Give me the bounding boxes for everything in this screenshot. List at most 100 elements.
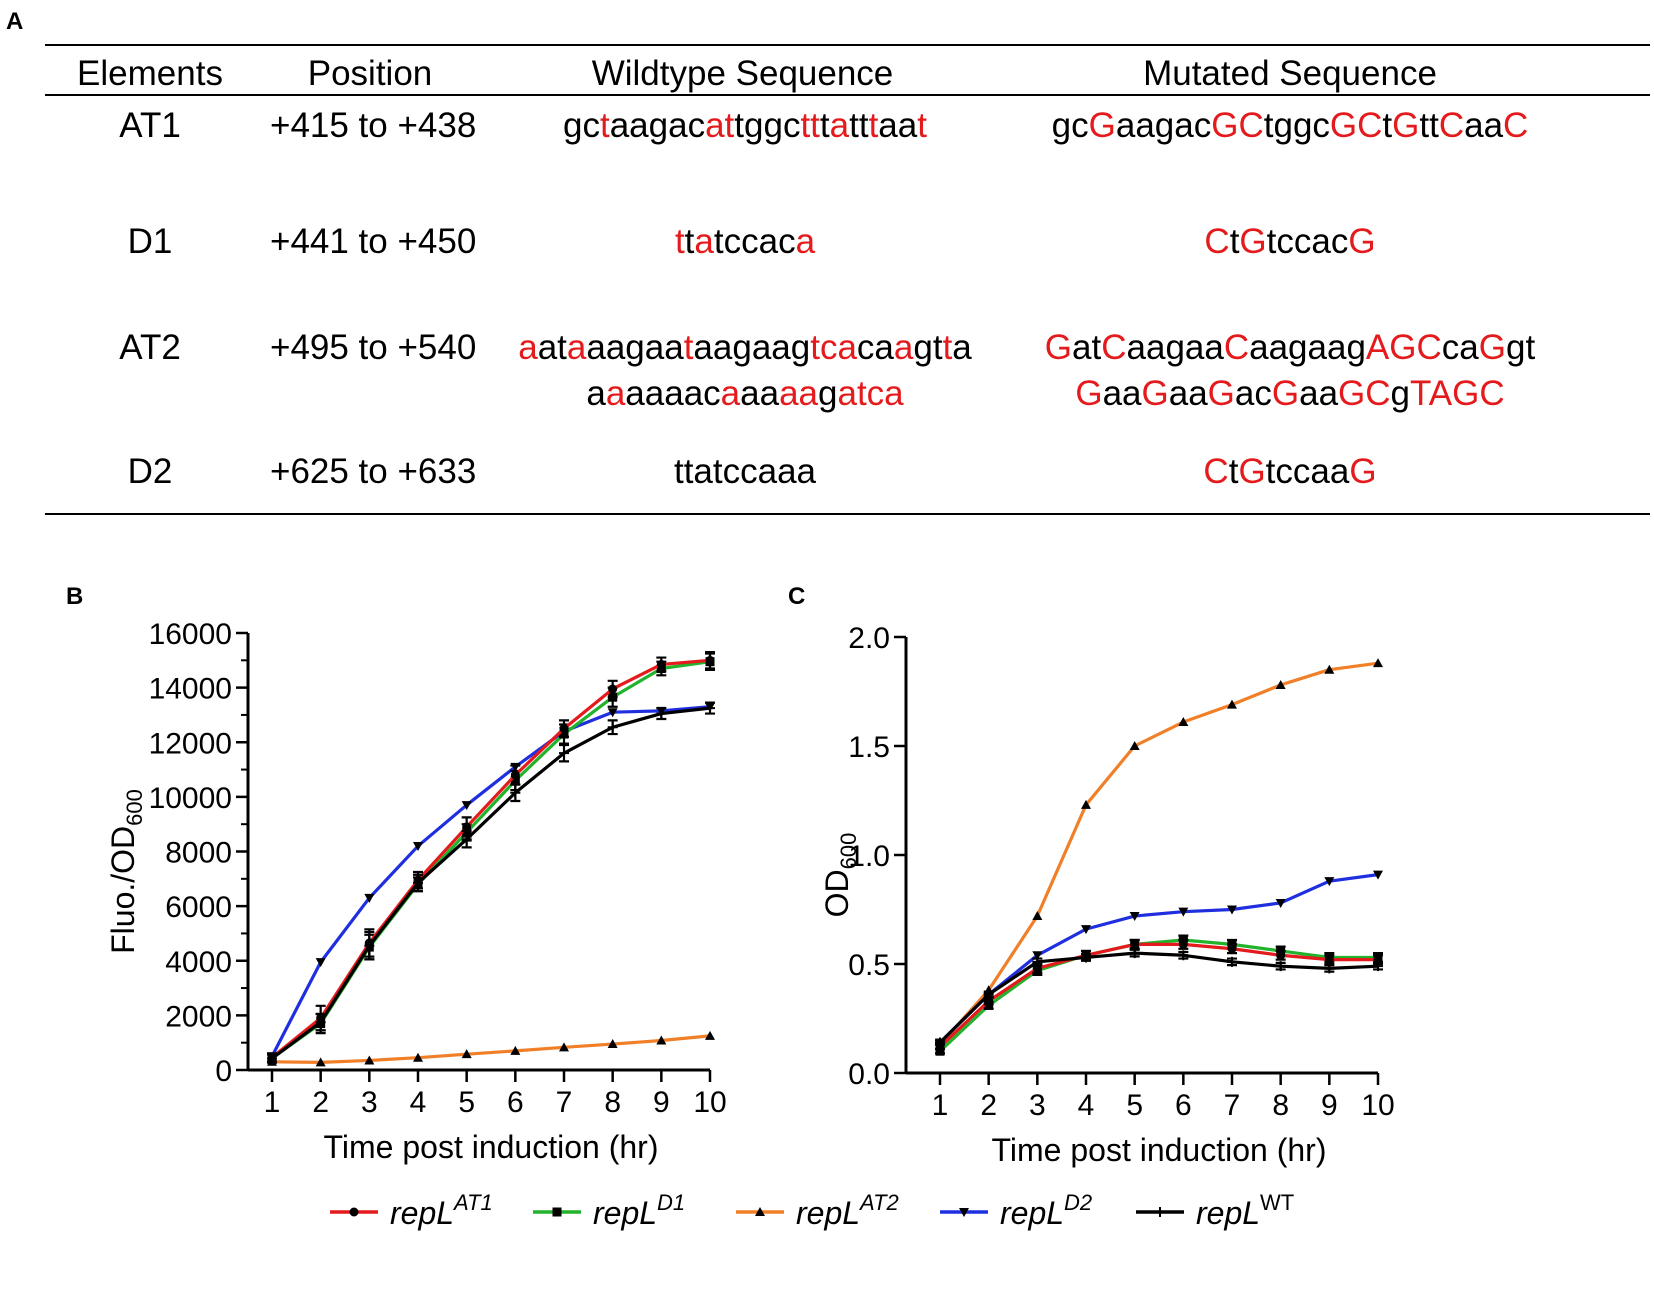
mutated-base: G: [1207, 374, 1235, 413]
legend-label-sup: AT1: [452, 1190, 493, 1215]
mutated-base: t: [917, 106, 927, 145]
panel-b-y-label-sub: 600: [122, 789, 147, 826]
panel-b-ytick-label: 0: [215, 1055, 232, 1088]
legend-label-base: repL: [1196, 1195, 1260, 1231]
base: tt: [849, 106, 869, 145]
mutated-base: G: [1349, 452, 1377, 491]
panel-c-line-wt: [938, 951, 1379, 1044]
panel-c-xtick-label: 6: [1175, 1089, 1192, 1122]
panel-b-xtick-label: 10: [693, 1086, 726, 1119]
panel-b-point-d2: [364, 893, 375, 903]
panel-b-point-wt: [461, 834, 472, 845]
base: t: [684, 222, 695, 261]
legend-label-sup: AT2: [858, 1190, 899, 1215]
panel-c-xtick-label: 3: [1029, 1089, 1046, 1122]
base: tt: [1419, 106, 1439, 145]
base: g: [1390, 374, 1411, 413]
panel-c-ytick-label: 1.5: [848, 731, 890, 764]
panel-c-series-d2: [935, 870, 1383, 1048]
mutated-base: a: [566, 328, 587, 367]
panel-b-ytick-label: 12000: [149, 727, 232, 760]
wildtype-seq-d1-line-1: ttatccaca: [500, 222, 990, 262]
base: aagaag: [693, 328, 811, 367]
mutated-base: atca: [837, 374, 904, 413]
legend: repLAT1 repLD1 repLAT2 repLD2 repLWT: [330, 1190, 1294, 1231]
panel-c-ytick-label: 2.0: [848, 622, 890, 655]
panel-c-point-wt: [983, 989, 994, 1000]
panel-c-point-d2: [1178, 907, 1189, 917]
base: tggc: [734, 106, 801, 145]
panel-b-point-wt: [364, 940, 375, 951]
legend-label-at2: repLAT2: [796, 1190, 899, 1231]
panel-c-chart: 0.0 0.5 1.0 1.5 2.0 1 2 3 4 5 6 7 8 9 10 Time post indu…: [819, 622, 1395, 1168]
base: at: [1072, 328, 1102, 367]
panel-c-xtick-label: 7: [1224, 1089, 1241, 1122]
panel-c-point-at2: [1373, 658, 1383, 668]
header-wildtype: Wildtype Sequence: [591, 54, 894, 93]
mutated-base: G: [1088, 106, 1116, 145]
mutated-base: G: [1141, 374, 1169, 413]
base: a: [952, 328, 972, 367]
panel-b-point-at1: [559, 724, 569, 734]
panel-b-point-wt: [510, 787, 521, 798]
panel-b-point-at1: [510, 770, 520, 780]
mutated-seq-d1-line-1: CtGtccacG: [1020, 222, 1560, 262]
panel-b-point-at2: [656, 1035, 667, 1045]
panel-b-x-label: Time post induction (hr): [324, 1129, 659, 1165]
panel-c-point-at1: [1276, 950, 1286, 960]
mutated-seq-d2-line-1: CtGtccaaG: [1020, 452, 1560, 492]
panel-c-point-at2: [1081, 799, 1091, 809]
panel-b-ytick-label: 14000: [149, 673, 232, 706]
panel-b-point-wt: [559, 748, 569, 759]
mutated-base: C: [1503, 106, 1529, 145]
panel-c-y-label: OD600: [819, 833, 861, 918]
legend-item-at1: repLAT1: [330, 1190, 493, 1231]
mutated-base: a: [829, 106, 850, 145]
mutated-base: G: [1075, 374, 1103, 413]
panel-c-ytick-label: 1.0: [848, 840, 890, 873]
mutated-base: G: [1392, 106, 1420, 145]
table-header-rule: [45, 94, 1650, 96]
legend-label-at1: repLAT1: [390, 1190, 493, 1231]
panel-c-point-d2: [1081, 925, 1091, 935]
mutated-seq-at1-line-1: gcGaagacGCtggcGCtGttCaaC: [1020, 106, 1560, 146]
panel-b-point-at2: [607, 1039, 618, 1049]
mutated-base: AGC: [1365, 328, 1442, 367]
panel-b-point-wt: [656, 708, 667, 719]
panel-c-ytick-label: 0.0: [848, 1058, 890, 1091]
base: aa: [878, 106, 918, 145]
panel-c-point-d2: [1373, 870, 1383, 880]
base: gt: [1505, 328, 1536, 367]
mutated-base: G: [1478, 328, 1506, 367]
base: aa: [1299, 374, 1339, 413]
panel-b-y-label-main: Fluo./OD: [105, 826, 141, 954]
mutated-base: t: [942, 328, 953, 367]
panel-c-point-d2: [1032, 951, 1043, 961]
panel-b-xtick-label: 6: [507, 1086, 524, 1119]
legend-marker-at1: [349, 1207, 359, 1217]
panel-b-xtick-label: 2: [312, 1086, 329, 1119]
panel-b-line-d2: [270, 705, 711, 1058]
base: at: [537, 328, 567, 367]
row-position-d1: +441 to +450: [270, 222, 477, 261]
panel-c-point-at2: [1129, 741, 1140, 750]
mutated-base: a: [518, 328, 538, 367]
base: ac: [1234, 374, 1272, 413]
base: ca: [1441, 328, 1479, 367]
panel-c-ytick-label: 0.5: [848, 949, 890, 982]
panel-b-point-at1: [608, 684, 618, 694]
base: aaaac: [625, 374, 721, 413]
mutated-base: C: [1223, 328, 1250, 367]
panel-c-point-d2: [1324, 877, 1335, 887]
panel-c-point-at1: [1324, 955, 1334, 965]
panel-b-point-d2: [607, 708, 618, 718]
panel-c-point-at2: [1275, 679, 1286, 689]
mutated-base: G: [1044, 328, 1073, 367]
panel-c-xtick-label: 8: [1272, 1089, 1289, 1122]
panel-c-line-d2: [938, 873, 1379, 1044]
mutated-base: C: [1101, 328, 1127, 367]
mutated-base: tca: [810, 328, 857, 367]
base: aagac: [609, 106, 706, 145]
table-bottom-rule: [45, 513, 1650, 515]
panel-b-ytick-label: 6000: [165, 891, 232, 924]
